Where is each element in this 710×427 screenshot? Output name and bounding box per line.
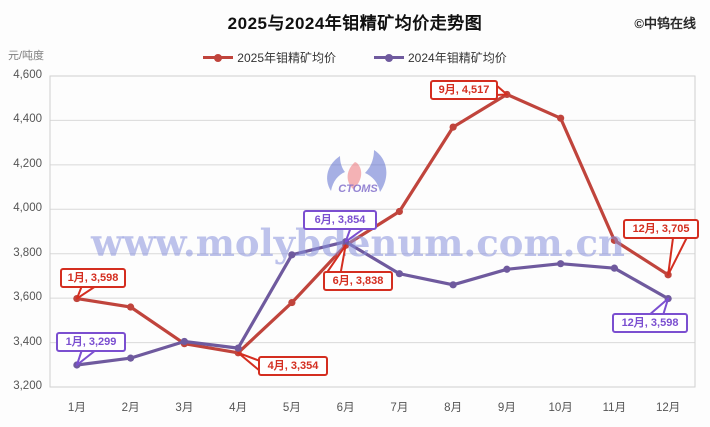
legend-label-2025: 2025年钼精矿均价 [237,51,336,65]
legend-line-marker-2025-icon [203,53,234,62]
x-tick-label: 3月 [175,402,194,414]
x-tick-label: 5月 [282,402,301,414]
x-tick-label: 8月 [444,402,463,414]
logo-text: CTOMS [338,183,378,195]
callout-tail [667,236,689,276]
data-point-marker [127,303,135,311]
y-tick-label: 3,400 [13,335,42,348]
x-tick-label: 12月 [655,402,681,414]
annotation-callout: 6月, 3,854 [303,210,377,230]
data-point-marker [557,260,565,268]
annotation-callout: 6月, 3,838 [323,271,393,291]
data-point-marker [557,114,565,122]
data-point-marker [395,270,403,278]
y-tick-label: 3,600 [13,291,42,304]
x-tick-label: 2月 [121,402,140,414]
x-tick-label: 1月 [67,402,86,414]
legend-line-marker-2024-icon [374,53,404,62]
data-point-marker [395,207,403,216]
y-tick-label: 4,200 [13,157,42,170]
callout-tail [237,351,261,372]
data-point-marker [449,281,457,289]
x-tick-label: 6月 [336,402,355,414]
x-tick-label: 9月 [497,402,516,414]
chart-legend: 2025年钼精矿均价 2024年钼精矿均价 [0,49,710,66]
y-tick-label: 3,200 [13,380,42,392]
y-tick-label: 3,800 [13,246,42,259]
y-tick-label: 4,000 [13,202,42,215]
annotation-callout: 1月, 3,299 [56,332,126,352]
y-tick-label: 4,400 [13,113,42,126]
x-tick-label: 4月 [229,402,248,414]
legend-label-2024: 2024年钼精矿均价 [408,51,507,65]
x-tick-label: 11月 [602,402,627,414]
y-tick-label: 4,600 [13,69,42,81]
y-axis-unit-label: 元/吨度 [8,50,45,62]
data-point-marker [180,337,188,346]
series-line-2024年钼精矿均价 [75,240,670,367]
legend-item-2024: 2024年钼精矿均价 [374,49,507,66]
legend-item-2025: 2025年钼精矿均价 [203,49,336,66]
data-point-marker [503,265,511,273]
data-point-marker [288,251,296,259]
data-point-marker [234,344,242,352]
data-point-marker [127,354,135,362]
annotation-callout: 12月, 3,705 [623,219,699,239]
data-point-marker [610,264,618,272]
x-tick-label: 7月 [390,402,409,414]
copyright-label: ©中钨在线 [634,16,696,31]
annotation-callout: 9月, 4,517 [430,80,498,100]
ctoms-logo-icon: CTOMS [327,150,387,195]
data-point-marker [610,236,618,244]
data-point-marker [449,123,457,131]
annotation-callout: 1月, 3,598 [60,268,126,288]
annotation-callout: 4月, 3,354 [258,356,328,376]
annotation-callout: 12月, 3,598 [612,313,688,333]
chart-title: 2025与2024年钼精矿均价走势图 [227,14,483,33]
x-tick-label: 10月 [548,402,573,414]
data-point-marker [288,298,296,307]
